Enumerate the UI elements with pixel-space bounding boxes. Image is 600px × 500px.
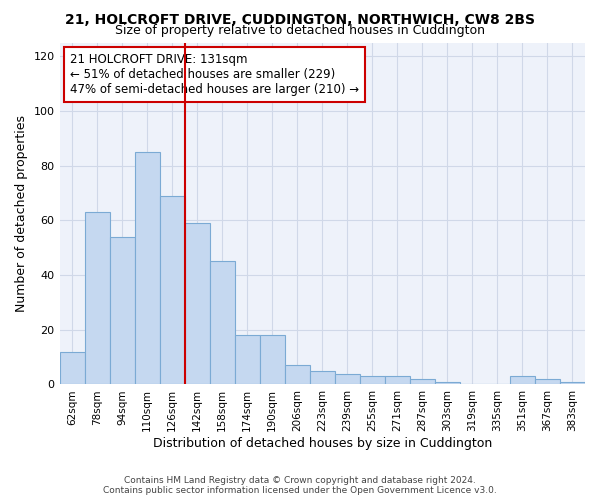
Bar: [85, 212, 110, 384]
Bar: [435, 382, 460, 384]
Y-axis label: Number of detached properties: Number of detached properties: [15, 115, 28, 312]
Text: Contains HM Land Registry data © Crown copyright and database right 2024.
Contai: Contains HM Land Registry data © Crown c…: [103, 476, 497, 495]
Bar: [110, 236, 134, 384]
Bar: [410, 379, 435, 384]
Bar: [160, 196, 185, 384]
Bar: [385, 376, 410, 384]
Bar: [310, 371, 335, 384]
Bar: [335, 374, 360, 384]
Bar: [59, 352, 85, 384]
Bar: [209, 262, 235, 384]
Bar: [510, 376, 535, 384]
Bar: [260, 335, 285, 384]
Text: Size of property relative to detached houses in Cuddington: Size of property relative to detached ho…: [115, 24, 485, 37]
Bar: [285, 366, 310, 384]
Text: 21, HOLCROFT DRIVE, CUDDINGTON, NORTHWICH, CW8 2BS: 21, HOLCROFT DRIVE, CUDDINGTON, NORTHWIC…: [65, 12, 535, 26]
X-axis label: Distribution of detached houses by size in Cuddington: Distribution of detached houses by size …: [152, 437, 492, 450]
Bar: [360, 376, 385, 384]
Text: 21 HOLCROFT DRIVE: 131sqm
← 51% of detached houses are smaller (229)
47% of semi: 21 HOLCROFT DRIVE: 131sqm ← 51% of detac…: [70, 53, 359, 96]
Bar: [560, 382, 585, 384]
Bar: [134, 152, 160, 384]
Bar: [535, 379, 560, 384]
Bar: [185, 223, 209, 384]
Bar: [235, 335, 260, 384]
